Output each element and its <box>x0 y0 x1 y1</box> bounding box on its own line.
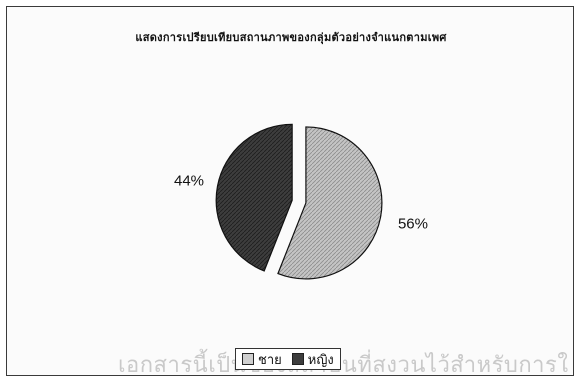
legend-item-male: ชาย <box>242 349 282 370</box>
legend-label-male: ชาย <box>258 352 282 368</box>
chart-title: แสดงการเปรียบเทียบสถานภาพของกลุ่มตัวอย่า… <box>135 31 447 44</box>
legend-item-female: หญิง <box>291 349 334 370</box>
legend-swatch-female <box>291 353 304 365</box>
legend-label-female: หญิง <box>307 352 334 368</box>
legend-swatch-male <box>242 353 254 365</box>
data-label-male: 56% <box>398 215 428 232</box>
pie-slice-female <box>215 123 293 272</box>
legend: ชาย หญิง <box>235 348 341 370</box>
pie-slice-male <box>277 126 383 280</box>
data-label-female: 44% <box>174 173 204 190</box>
